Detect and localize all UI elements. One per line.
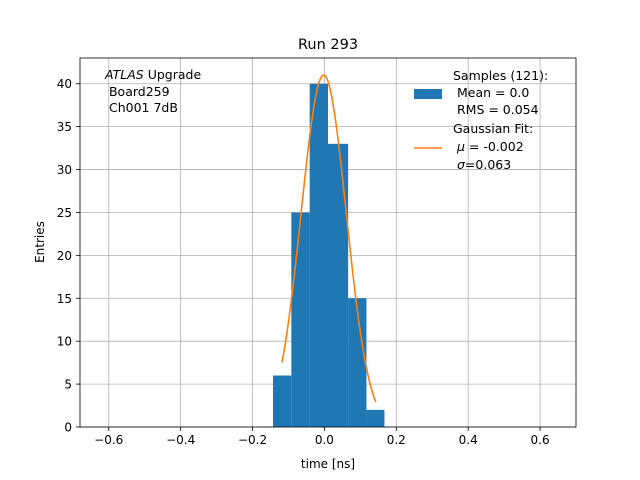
y-tick-label-1: 5 <box>64 378 72 392</box>
y-tick-label-5: 25 <box>57 206 72 220</box>
hist-bar-2 <box>309 83 328 427</box>
x-axis-label: time [ns] <box>301 457 355 471</box>
gaussian-fit-curve <box>281 74 377 403</box>
legend-fit-sigma: =0.063 <box>465 157 511 172</box>
x-tick-label-4: 0.2 <box>387 433 406 447</box>
x-tick-label-6: 0.6 <box>531 433 550 447</box>
legend-fit-sigma-symbol: σ <box>457 157 466 172</box>
y-tick-label-4: 20 <box>57 249 72 263</box>
hist-bar-4 <box>348 298 367 427</box>
legend: Samples (121): Mean = 0.0 RMS = 0.054 Ga… <box>414 68 548 172</box>
hist-bar-0 <box>273 375 292 427</box>
svg-text:σ=0.063: σ=0.063 <box>453 157 511 172</box>
legend-fit-mu-symbol: μ <box>456 139 465 154</box>
chart-title: Run 293 <box>298 37 358 53</box>
y-tick-label-0: 0 <box>64 421 72 435</box>
legend-samples-swatch <box>414 89 442 99</box>
annotation-line3: Ch001 7dB <box>105 100 178 115</box>
legend-fit-title: Gaussian Fit: <box>453 121 533 136</box>
hist-bar-5 <box>366 409 385 427</box>
legend-samples-title: Samples (121): <box>453 68 548 83</box>
atlas-annotation: ATLAS Upgrade Board259 Ch001 7dB <box>104 67 201 115</box>
x-tick-label-0: −0.6 <box>94 433 123 447</box>
legend-samples-rms: RMS = 0.054 <box>453 102 539 117</box>
annotation-italic: ATLAS <box>104 67 144 82</box>
y-axis-label: Entries <box>33 221 47 263</box>
plot-frame <box>79 57 577 428</box>
axis-ticks: −0.6 −0.4 −0.2 0.0 0.2 0.4 0.6 0 5 10 15 20 25 30 35 40 <box>57 77 550 447</box>
legend-samples-mean: Mean = 0.0 <box>453 85 529 100</box>
y-tick-label-8: 40 <box>57 77 72 91</box>
annotation-line2: Board259 <box>105 84 170 99</box>
x-tick-label-2: −0.2 <box>238 433 267 447</box>
svg-text:μ = -0.002: μ = -0.002 <box>453 139 524 154</box>
x-tick-label-1: −0.4 <box>166 433 195 447</box>
y-tick-label-6: 30 <box>57 163 72 177</box>
legend-fit-mu: = -0.002 <box>465 139 524 154</box>
gaussian-fit-layer <box>281 74 377 403</box>
x-tick-label-3: 0.0 <box>315 433 334 447</box>
hist-bar-1 <box>291 212 310 427</box>
x-tick-label-5: 0.4 <box>459 433 478 447</box>
y-tick-label-3: 15 <box>57 292 72 306</box>
y-tick-label-7: 35 <box>57 120 72 134</box>
annotation-line1: Upgrade <box>144 67 202 82</box>
y-tick-label-2: 10 <box>57 335 72 349</box>
hist-bar-3 <box>328 143 349 427</box>
svg-text:ATLAS Upgrade: ATLAS Upgrade <box>104 67 201 82</box>
